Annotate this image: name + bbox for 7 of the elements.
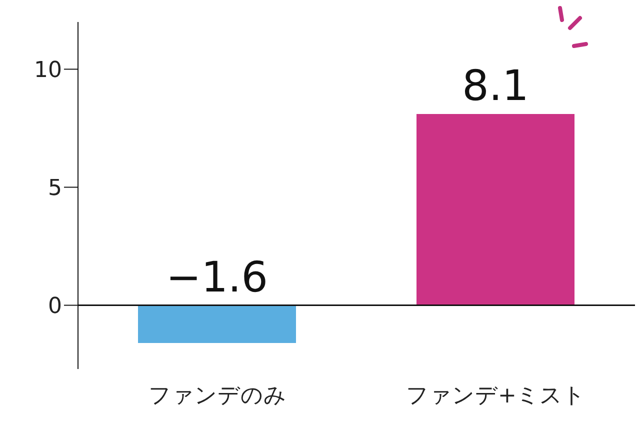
x-tick-label: ファンデのみ — [148, 384, 286, 409]
x-tick-label: ファンデ+ミスト — [406, 384, 586, 409]
data-label: 8.1 — [462, 61, 529, 110]
data-label: −1.6 — [166, 252, 268, 302]
y-tick-label: 10 — [34, 58, 62, 84]
y-tick-label: 0 — [48, 294, 62, 320]
y-tick-label: 5 — [48, 176, 62, 202]
